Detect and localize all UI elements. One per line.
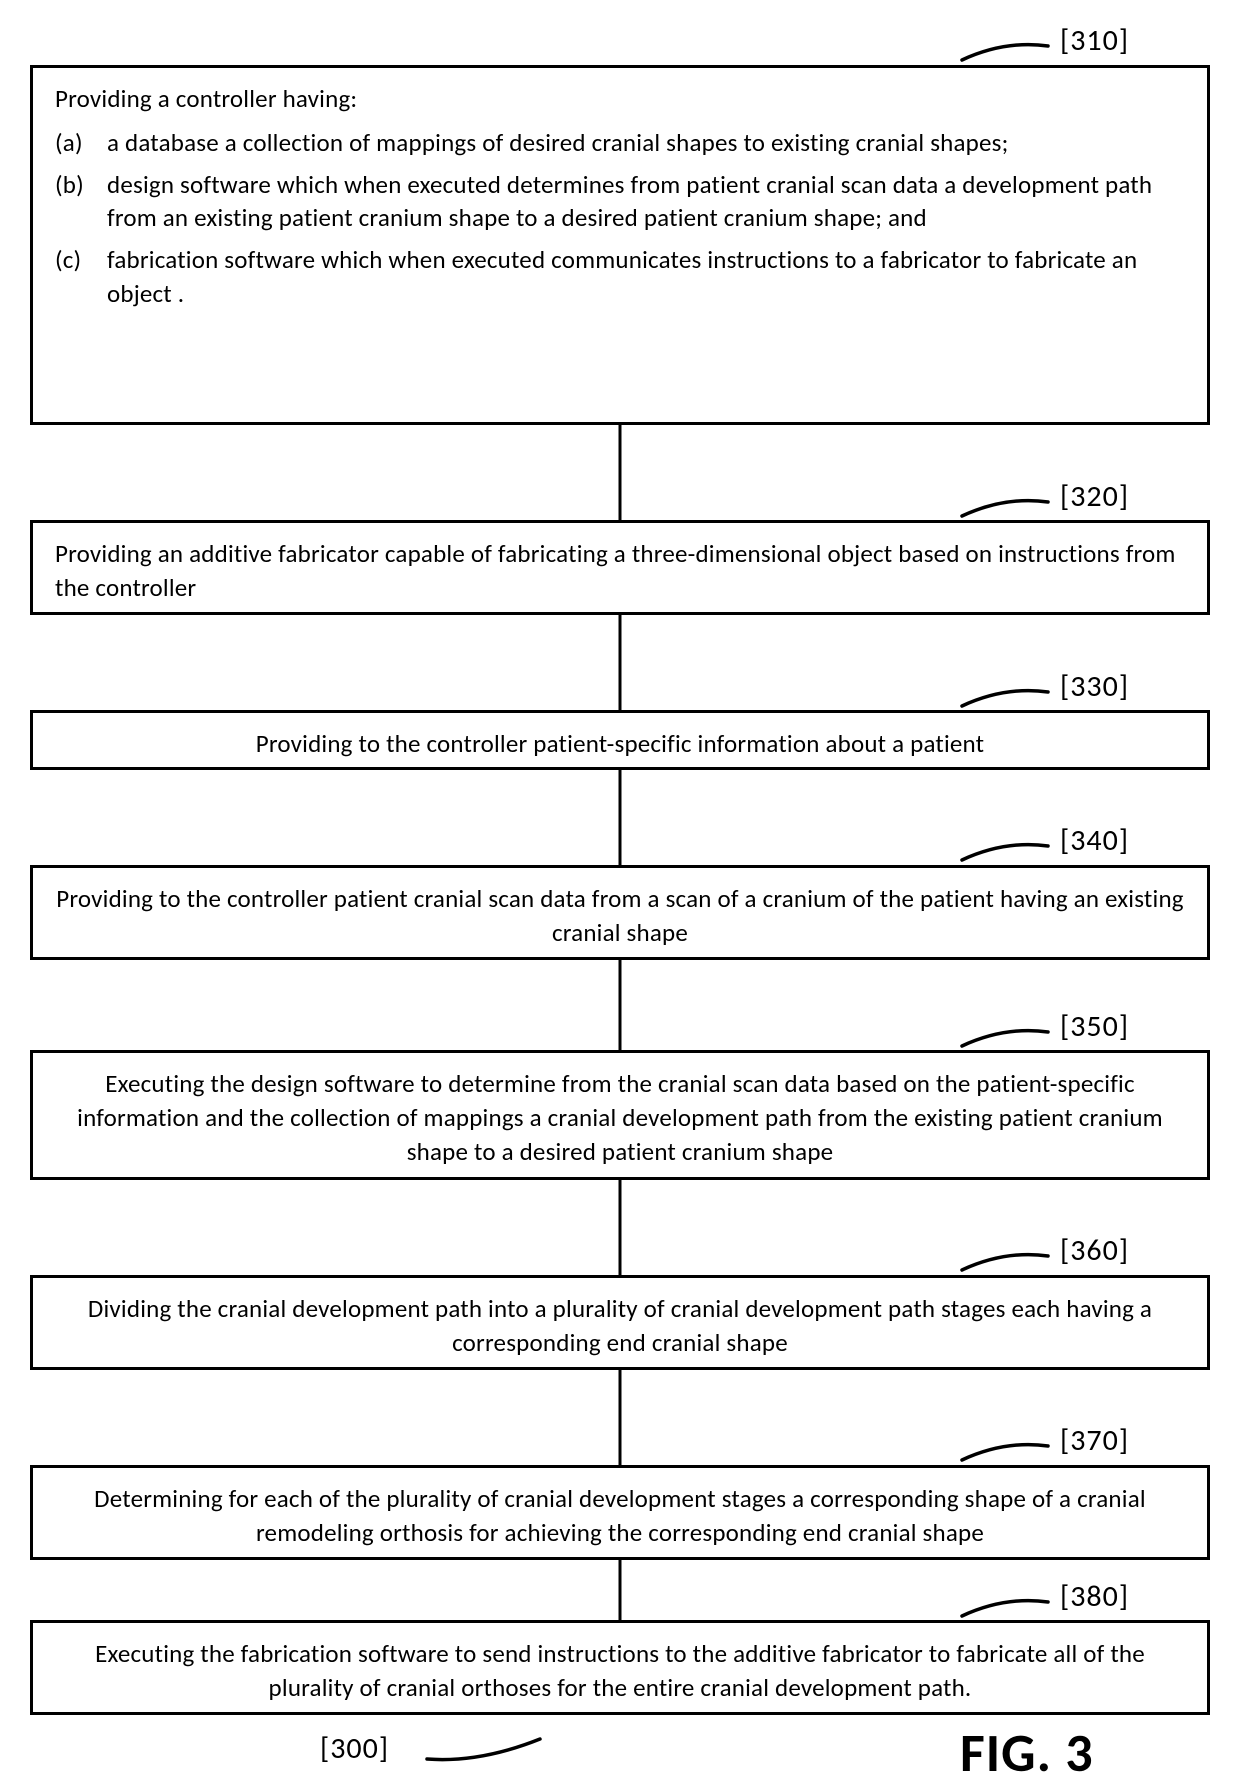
swoosh-310 xyxy=(960,38,1050,64)
box-310-item-a: (a) a database a collection of mappings … xyxy=(55,126,1185,160)
ref-380: [380] xyxy=(1060,1578,1129,1615)
flowchart-canvas: [310] Providing a controller having: (a)… xyxy=(0,0,1240,1773)
figure-label: FIG. 3 xyxy=(960,1720,1094,1786)
box-350: Executing the design software to determi… xyxy=(30,1050,1210,1180)
list-body-a: a database a collection of mappings of d… xyxy=(107,126,1185,160)
swoosh-320 xyxy=(960,494,1050,520)
list-marker-a: (a) xyxy=(55,126,107,160)
box-380-text: Executing the fabrication software to se… xyxy=(55,1637,1185,1705)
connector-1 xyxy=(619,425,622,520)
swoosh-380 xyxy=(960,1594,1050,1620)
ref-340: [340] xyxy=(1060,822,1129,859)
connector-5 xyxy=(619,1180,622,1275)
box-360-text: Dividing the cranial development path in… xyxy=(55,1292,1185,1360)
box-310-item-c: (c) fabrication software which when exec… xyxy=(55,243,1185,311)
list-body-c: fabrication software which when executed… xyxy=(107,243,1185,311)
connector-7 xyxy=(619,1560,622,1620)
box-330-text: Providing to the controller patient-spec… xyxy=(55,727,1185,761)
box-350-text: Executing the design software to determi… xyxy=(55,1067,1185,1168)
connector-4 xyxy=(619,960,622,1050)
connector-3 xyxy=(619,770,622,865)
box-320: Providing an additive fabricator capable… xyxy=(30,520,1210,615)
box-360: Dividing the cranial development path in… xyxy=(30,1275,1210,1370)
box-370: Determining for each of the plurality of… xyxy=(30,1465,1210,1560)
ref-300: [300] xyxy=(320,1730,389,1767)
ref-350: [350] xyxy=(1060,1008,1129,1045)
box-310-lead: Providing a controller having: xyxy=(55,82,1185,116)
box-320-text: Providing an additive fabricator capable… xyxy=(55,537,1185,605)
list-marker-c: (c) xyxy=(55,243,107,311)
box-380: Executing the fabrication software to se… xyxy=(30,1620,1210,1715)
connector-2 xyxy=(619,615,622,710)
box-330: Providing to the controller patient-spec… xyxy=(30,710,1210,770)
swoosh-300 xyxy=(425,1735,545,1765)
list-body-b: design software which when executed dete… xyxy=(107,168,1185,236)
swoosh-340 xyxy=(960,838,1050,864)
swoosh-360 xyxy=(960,1248,1050,1274)
box-370-text: Determining for each of the plurality of… xyxy=(55,1482,1185,1550)
box-310-item-b: (b) design software which when executed … xyxy=(55,168,1185,236)
box-310: Providing a controller having: (a) a dat… xyxy=(30,65,1210,425)
swoosh-350 xyxy=(960,1024,1050,1050)
box-340-text: Providing to the controller patient cran… xyxy=(55,882,1185,950)
connector-6 xyxy=(619,1370,622,1465)
list-marker-b: (b) xyxy=(55,168,107,236)
ref-370: [370] xyxy=(1060,1422,1129,1459)
swoosh-330 xyxy=(960,684,1050,710)
ref-330: [330] xyxy=(1060,668,1129,705)
ref-310: [310] xyxy=(1060,22,1129,59)
ref-320: [320] xyxy=(1060,478,1129,515)
box-340: Providing to the controller patient cran… xyxy=(30,865,1210,960)
swoosh-370 xyxy=(960,1438,1050,1464)
ref-360: [360] xyxy=(1060,1232,1129,1269)
